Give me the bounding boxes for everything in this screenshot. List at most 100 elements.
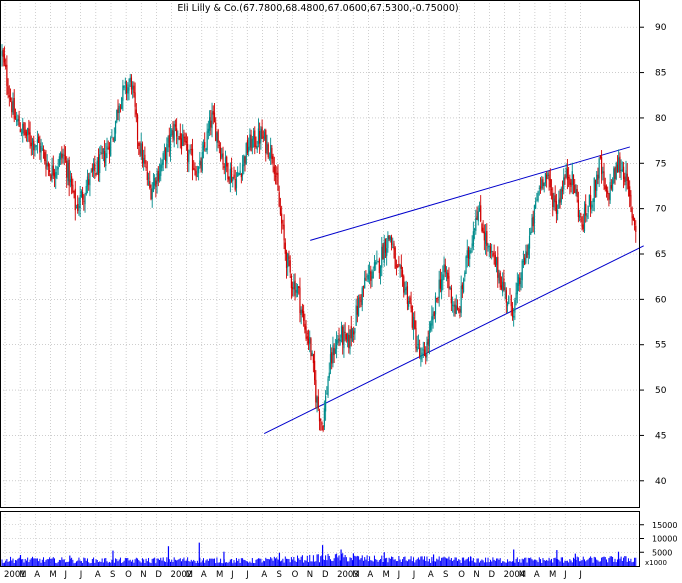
candle-body: [565, 168, 567, 178]
candle-body: [132, 85, 134, 90]
candle-body: [99, 154, 101, 174]
candle-body: [325, 395, 327, 412]
candle-body: [58, 156, 60, 166]
candle-body: [246, 140, 249, 153]
candle-body: [472, 231, 474, 247]
candle-body: [594, 179, 597, 191]
candle-body: [202, 145, 205, 151]
candle-body: [123, 85, 125, 88]
candle-body: [524, 257, 526, 265]
candle-body: [163, 150, 166, 152]
candle-body: [19, 129, 21, 133]
candle-body: [549, 178, 551, 188]
candle-body: [633, 218, 636, 226]
candle-body: [84, 195, 86, 205]
candle-body: [299, 287, 301, 313]
candle-body: [497, 256, 499, 278]
candle-body: [57, 166, 59, 170]
candle-body: [475, 218, 477, 231]
trendline-layer: [263, 146, 644, 435]
candle-body: [585, 204, 587, 216]
candle-body: [196, 175, 198, 177]
candle-body: [94, 163, 96, 172]
candle-body: [409, 297, 411, 303]
candle-body: [61, 153, 63, 158]
candle-body: [77, 203, 79, 211]
candle-body: [160, 164, 162, 176]
candle-body: [41, 148, 43, 150]
candle-body: [318, 411, 321, 422]
candle-body: [195, 170, 197, 177]
candle-body: [477, 211, 479, 222]
candle-body: [168, 134, 170, 148]
candle-body: [632, 216, 634, 221]
candle-body: [478, 208, 481, 212]
candle-body: [559, 197, 561, 203]
candle-body: [254, 130, 256, 147]
candle-body: [419, 347, 421, 357]
candle-body: [572, 174, 575, 185]
candle-body: [180, 138, 183, 150]
candle-body: [252, 131, 255, 140]
candle-body: [483, 231, 485, 241]
candle-body: [495, 257, 498, 265]
candle-body: [222, 153, 224, 165]
candle-body: [263, 132, 266, 140]
candle-body: [206, 131, 208, 151]
candle-body: [430, 323, 432, 331]
candle-body: [563, 177, 565, 190]
candle-body: [187, 143, 189, 162]
candle-body: [334, 348, 336, 354]
candle-body: [91, 167, 93, 172]
candle-body: [238, 172, 240, 175]
candle-body: [373, 262, 376, 269]
candle-body: [191, 148, 194, 171]
candle-body: [85, 185, 87, 195]
candle-body: [152, 182, 155, 192]
candle-body: [486, 231, 488, 246]
candle-body: [157, 170, 159, 182]
candle-body: [613, 168, 615, 183]
candle-body: [503, 278, 505, 290]
candle-body: [355, 305, 357, 326]
candle-body: [481, 223, 483, 232]
candle-body: [323, 408, 325, 427]
candle-body: [508, 296, 510, 305]
candle-body: [461, 284, 463, 290]
candle-body: [305, 326, 307, 339]
candle-body: [593, 178, 595, 202]
time-tick-label: M: [352, 570, 359, 579]
candle-body: [135, 109, 137, 115]
candle-body: [193, 168, 195, 170]
candle-body: [520, 281, 522, 287]
time-tick-label: A: [34, 570, 40, 579]
candle-body: [314, 360, 316, 381]
candle-body: [293, 281, 295, 290]
candle-body: [255, 145, 257, 147]
candle-body: [359, 297, 361, 299]
price-tick-label: 50: [655, 386, 667, 396]
candle-body: [228, 176, 230, 181]
price-tick-label: 80: [655, 114, 667, 124]
price-tick-label: 60: [655, 295, 667, 305]
candle-body: [78, 205, 80, 209]
candle-body: [583, 207, 586, 232]
candle-body: [542, 179, 544, 186]
candle-body: [156, 172, 158, 185]
candle-body: [239, 170, 241, 176]
candle-body: [281, 213, 283, 224]
price-tick-label: 45: [655, 431, 666, 441]
candle-body: [117, 108, 119, 113]
candle-body: [217, 130, 219, 143]
candle-body: [531, 217, 533, 232]
candle-body: [174, 124, 177, 127]
candle-body: [616, 164, 619, 172]
candle-body: [519, 277, 521, 285]
candle-body: [434, 296, 437, 315]
candle-body: [259, 130, 261, 144]
candle-body: [309, 336, 311, 344]
candle-body: [97, 157, 100, 176]
candle-body: [96, 160, 98, 175]
